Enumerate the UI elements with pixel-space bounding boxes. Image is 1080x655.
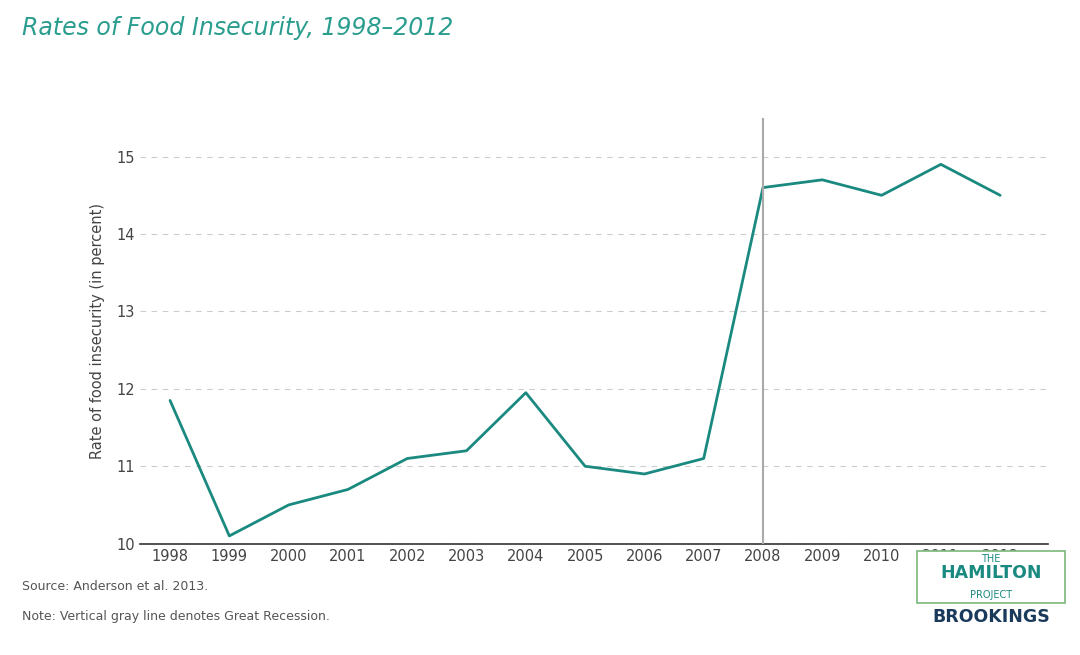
Y-axis label: Rate of food insecurity (in percent): Rate of food insecurity (in percent) xyxy=(90,203,105,458)
Text: BROOKINGS: BROOKINGS xyxy=(932,608,1050,626)
Text: HAMILTON: HAMILTON xyxy=(941,564,1041,582)
Text: THE: THE xyxy=(982,554,1000,564)
Bar xyxy=(917,551,1065,603)
Text: PROJECT: PROJECT xyxy=(970,590,1012,599)
Text: Source: Anderson et al. 2013.: Source: Anderson et al. 2013. xyxy=(22,580,207,593)
Text: Note: Vertical gray line denotes Great Recession.: Note: Vertical gray line denotes Great R… xyxy=(22,610,329,624)
Text: Rates of Food Insecurity, 1998–2012: Rates of Food Insecurity, 1998–2012 xyxy=(22,16,453,41)
